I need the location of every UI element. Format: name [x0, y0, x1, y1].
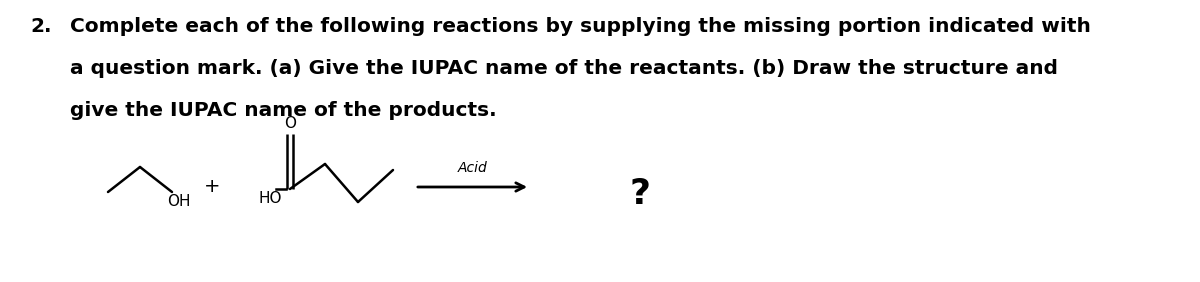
Text: ?: ?: [630, 177, 650, 211]
Text: give the IUPAC name of the products.: give the IUPAC name of the products.: [70, 101, 497, 120]
Text: Complete each of the following reactions by supplying the missing portion indica: Complete each of the following reactions…: [70, 17, 1091, 36]
Text: OH: OH: [167, 194, 191, 209]
Text: Acid: Acid: [457, 161, 487, 175]
Text: +: +: [204, 177, 221, 197]
Text: a question mark. (a) Give the IUPAC name of the reactants. (b) Draw the structur: a question mark. (a) Give the IUPAC name…: [70, 59, 1058, 78]
Text: 2.: 2.: [30, 17, 52, 36]
Text: HO: HO: [258, 191, 282, 206]
Text: O: O: [284, 116, 296, 131]
